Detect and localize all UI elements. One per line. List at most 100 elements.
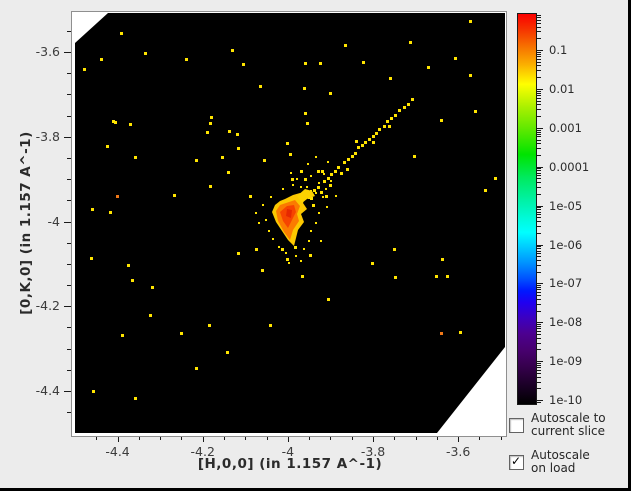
colorbar-minor-tick bbox=[537, 337, 541, 339]
autoscale-on-load-checkbox[interactable]: ✓ bbox=[509, 454, 524, 470]
data-pixel bbox=[185, 58, 189, 62]
trail-pixel bbox=[340, 171, 344, 175]
peak-halo-pixel bbox=[262, 204, 264, 206]
trail-pixel bbox=[303, 178, 307, 182]
peak-halo-pixel bbox=[285, 252, 287, 254]
checkmark-icon: ✓ bbox=[511, 454, 522, 468]
autoscale-current-slice-checkbox[interactable] bbox=[509, 418, 524, 433]
colorbar-minor-tick bbox=[537, 295, 541, 297]
colorbar-minor-tick bbox=[537, 19, 541, 21]
data-pixel bbox=[228, 129, 232, 133]
colorbar-minor-tick bbox=[537, 187, 541, 189]
trail-pixel bbox=[354, 139, 358, 143]
data-pixel bbox=[90, 256, 94, 260]
trail-pixel bbox=[320, 190, 324, 194]
trail-pixel bbox=[350, 154, 354, 158]
y-tick-label: -3.8 bbox=[35, 128, 60, 144]
data-pixel bbox=[208, 184, 212, 188]
colorbar-minor-tick bbox=[537, 211, 541, 213]
y-axis-ticks bbox=[64, 13, 71, 433]
colorbar-minor-tick bbox=[537, 217, 541, 219]
colorbar-minor-tick bbox=[537, 14, 541, 16]
x-tick bbox=[373, 437, 375, 442]
data-pixel bbox=[392, 247, 396, 251]
peak-halo-pixel bbox=[270, 196, 272, 198]
peak-halo-pixel bbox=[296, 178, 298, 180]
peak-halo-pixel bbox=[318, 212, 320, 214]
x-tick bbox=[500, 437, 502, 440]
colorbar-minor-tick bbox=[537, 324, 541, 326]
data-pixel bbox=[105, 145, 109, 149]
data-pixel bbox=[131, 279, 135, 282]
colorbar-major-tick bbox=[537, 127, 543, 129]
data-pixel bbox=[134, 156, 138, 160]
bragg-peak-blob bbox=[272, 189, 315, 246]
data-pixel bbox=[82, 67, 86, 71]
data-pixel bbox=[91, 207, 95, 211]
y-tick bbox=[67, 157, 71, 159]
y-tick-label: -3.6 bbox=[35, 43, 60, 59]
trail-pixel bbox=[347, 157, 351, 161]
data-pixel bbox=[294, 245, 298, 249]
peak-halo-pixel bbox=[303, 248, 305, 250]
colorbar-minor-tick bbox=[537, 97, 541, 99]
colorbar-minor-tick bbox=[537, 53, 541, 55]
peak-halo-pixel bbox=[310, 230, 312, 232]
data-pixel bbox=[286, 142, 290, 146]
colorbar-tick-label: 1e-10 bbox=[549, 393, 583, 408]
trail-pixel bbox=[354, 151, 358, 155]
colorbar-minor-tick bbox=[537, 214, 541, 216]
colorbar-major-tick bbox=[537, 166, 543, 168]
colorbar-minor-tick bbox=[537, 225, 541, 227]
data-pixel bbox=[318, 62, 322, 65]
data-pixel bbox=[194, 366, 198, 370]
trail-pixel bbox=[357, 146, 361, 150]
autoscale-on-load-label[interactable]: Autoscale on load bbox=[531, 448, 590, 475]
data-pixel bbox=[108, 210, 112, 214]
colorbar-minor-tick bbox=[537, 292, 541, 294]
data-pixel bbox=[225, 351, 229, 355]
x-tick bbox=[138, 437, 140, 440]
x-tick bbox=[266, 437, 268, 440]
peak-halo-pixel bbox=[330, 180, 332, 182]
colorbar-minor-tick bbox=[537, 264, 541, 266]
x-tick bbox=[330, 437, 332, 440]
data-pixel bbox=[343, 43, 347, 47]
peak-halo-pixel bbox=[292, 184, 294, 186]
y-tick bbox=[67, 412, 71, 414]
trail-pixel bbox=[310, 197, 314, 201]
data-pixel bbox=[260, 268, 264, 272]
colorbar-minor-tick bbox=[537, 362, 541, 364]
y-tick bbox=[67, 242, 71, 244]
trail-pixel bbox=[406, 102, 410, 106]
x-axis-ticks bbox=[75, 437, 505, 443]
colorbar-minor-tick bbox=[537, 61, 541, 63]
peak-halo-pixel bbox=[300, 170, 302, 172]
y-tick bbox=[67, 200, 71, 202]
plot-frame bbox=[71, 11, 507, 437]
data-pixel bbox=[413, 154, 417, 158]
x-tick bbox=[479, 437, 481, 440]
trail-pixel bbox=[346, 167, 350, 171]
data-pixel bbox=[134, 396, 138, 400]
colorbar[interactable] bbox=[517, 13, 537, 405]
colorbar-minor-tick bbox=[537, 328, 541, 330]
trail-pixel bbox=[320, 169, 324, 173]
colorbar-minor-tick bbox=[537, 131, 541, 133]
x-tick bbox=[181, 437, 183, 440]
autoscale-current-slice-label[interactable]: Autoscale to current slice bbox=[531, 411, 606, 438]
data-pixel bbox=[237, 251, 241, 255]
colorbar-minor-tick bbox=[537, 401, 541, 403]
colorbar-major-tick bbox=[537, 88, 543, 90]
colorbar-minor-tick bbox=[537, 170, 541, 172]
x-tick bbox=[245, 437, 247, 440]
x-tick bbox=[458, 437, 460, 442]
data-pixel bbox=[329, 92, 333, 96]
colorbar-minor-tick bbox=[537, 221, 541, 223]
trail-pixel bbox=[313, 188, 317, 192]
heatmap-canvas[interactable] bbox=[75, 13, 505, 433]
trail-pixel bbox=[382, 125, 386, 129]
data-pixel bbox=[151, 285, 155, 289]
data-pixel bbox=[300, 274, 304, 278]
data-pixel bbox=[126, 263, 130, 267]
